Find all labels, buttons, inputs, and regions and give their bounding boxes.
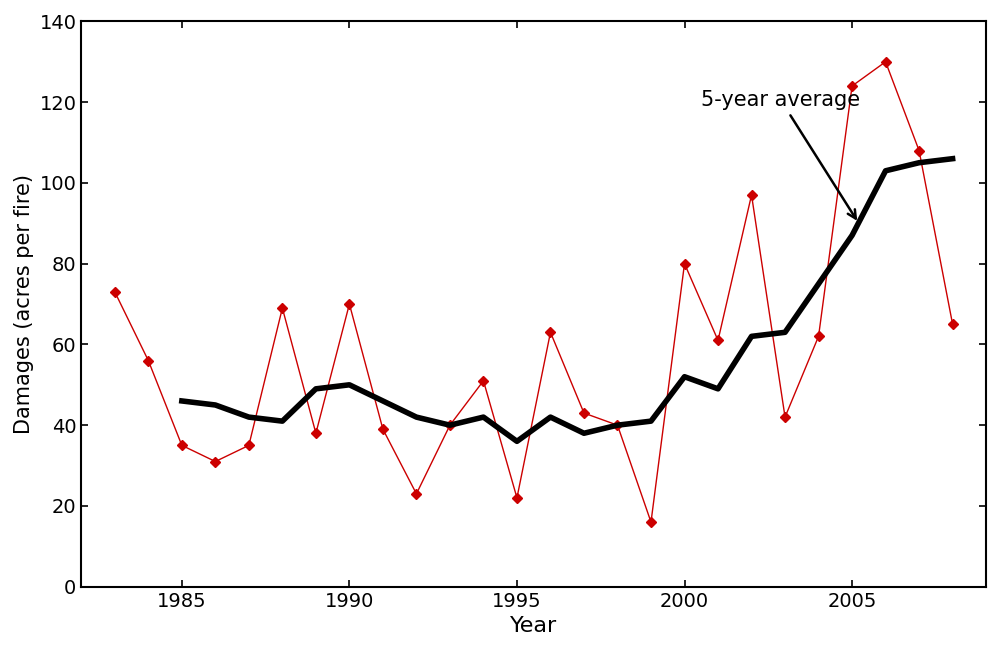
Text: 5-year average: 5-year average [701, 90, 860, 218]
X-axis label: Year: Year [510, 616, 557, 636]
Y-axis label: Damages (acres per fire): Damages (acres per fire) [14, 174, 34, 434]
